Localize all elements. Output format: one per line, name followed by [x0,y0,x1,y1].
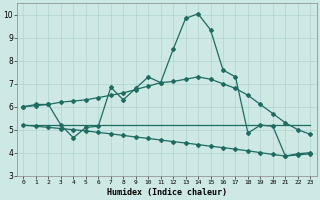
X-axis label: Humidex (Indice chaleur): Humidex (Indice chaleur) [107,188,227,197]
